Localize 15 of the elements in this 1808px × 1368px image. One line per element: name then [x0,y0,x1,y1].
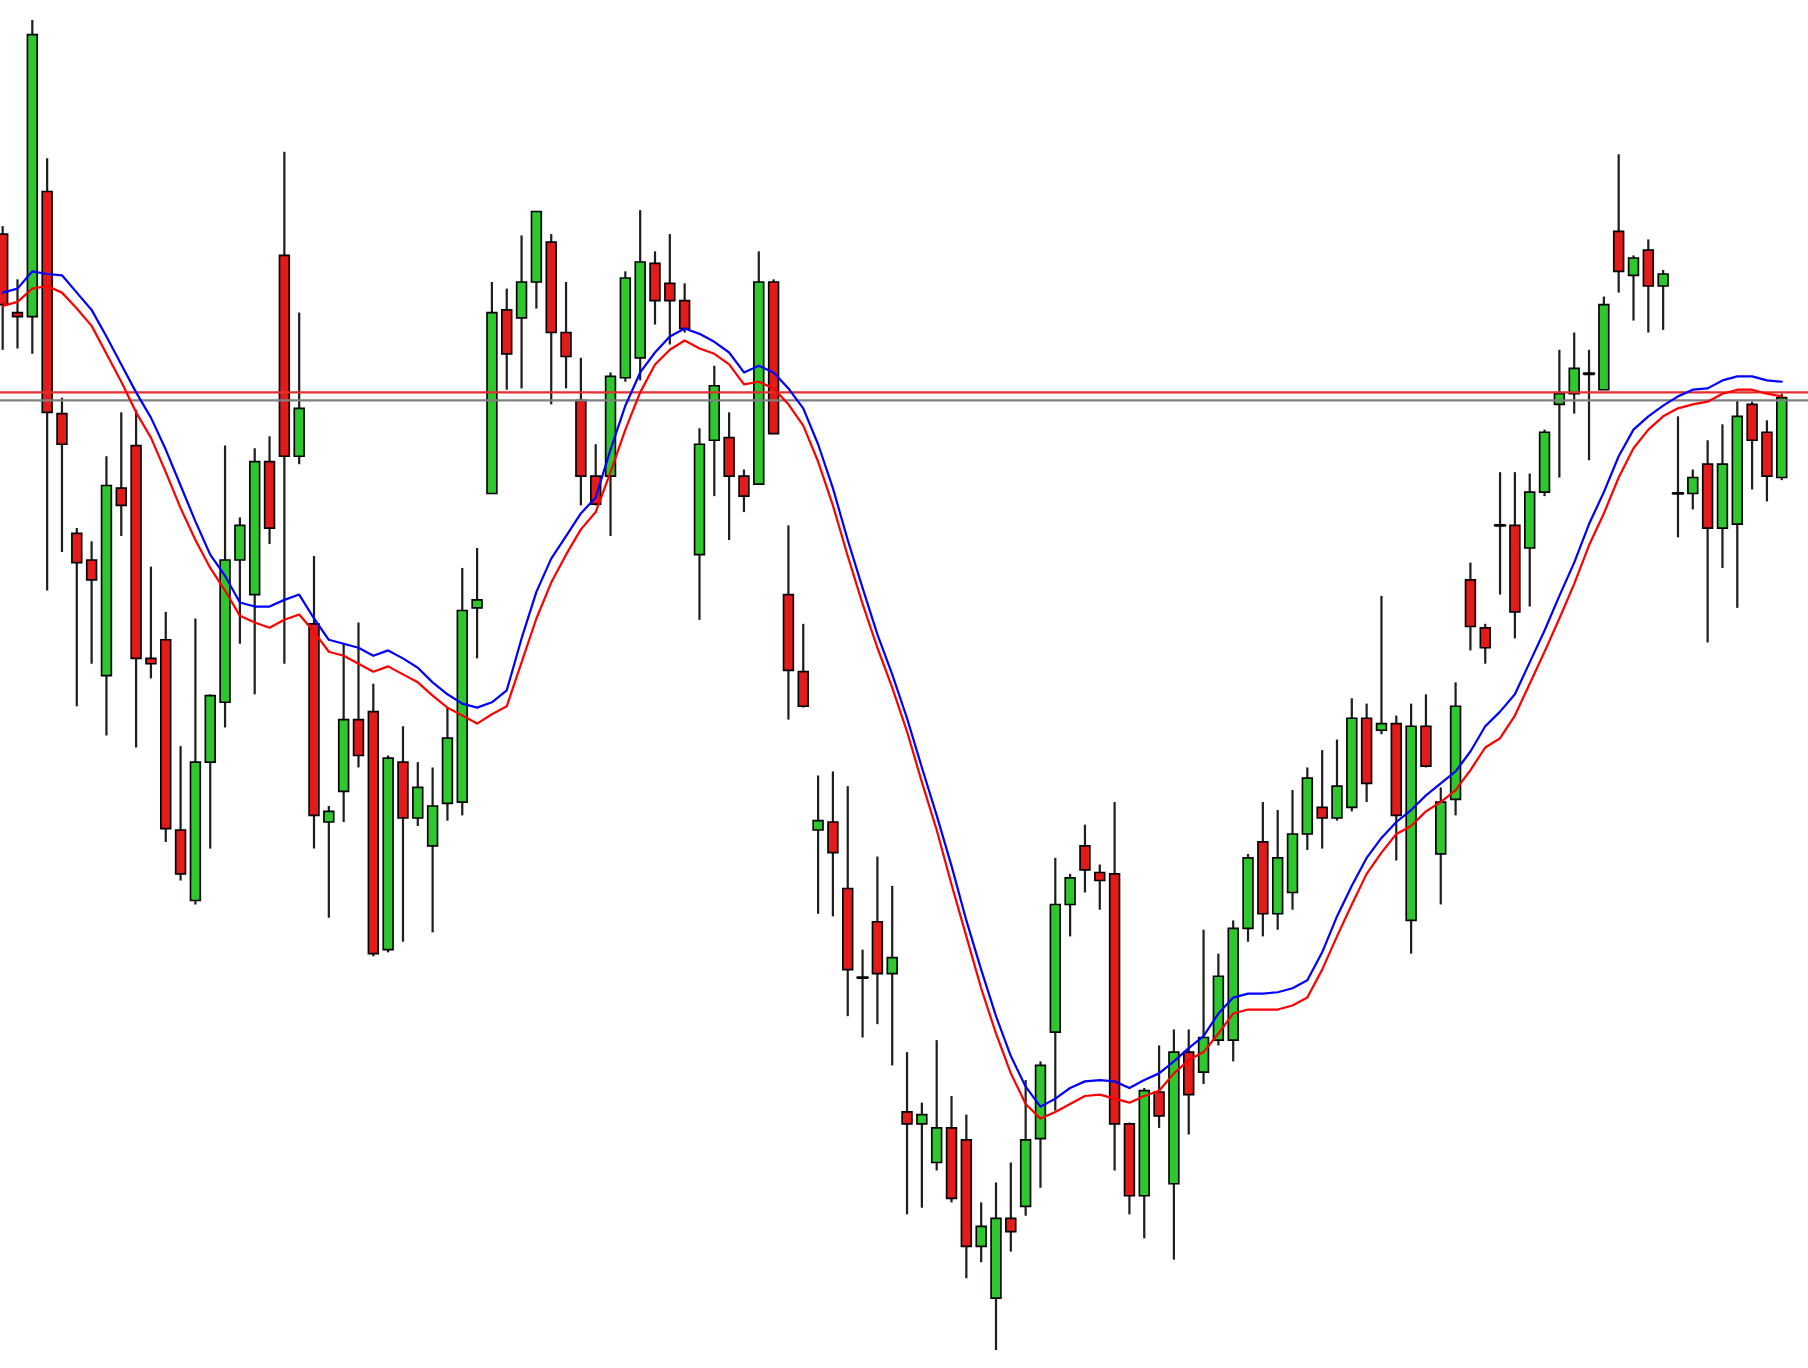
candlestick [352,621,365,769]
candlestick [1079,823,1091,894]
candlestick [1464,561,1477,652]
candlestick [1479,622,1491,665]
candlestick [1612,153,1625,294]
candlestick [515,234,528,390]
candlestick [930,1039,943,1172]
candlestick [56,396,68,554]
candlestick [1375,594,1388,736]
candlestick [174,745,187,882]
candlestick [1094,863,1106,911]
candlestick [856,948,869,1039]
candlestick [1627,254,1640,322]
candlestick [797,622,809,709]
candlestick [471,546,483,660]
